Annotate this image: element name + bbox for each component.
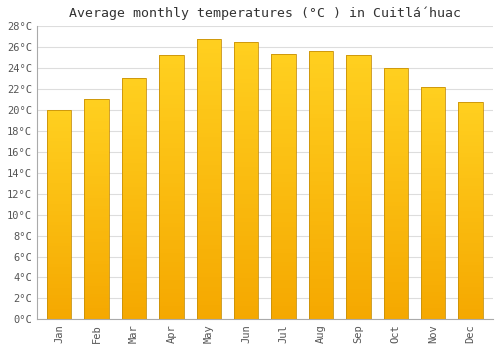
Bar bbox=[196, 40, 221, 320]
Bar bbox=[84, 99, 109, 320]
Title: Average monthly temperatures (°C ) in Cuitlá́huac: Average monthly temperatures (°C ) in Cu… bbox=[69, 7, 461, 20]
Bar bbox=[47, 110, 72, 320]
Bar bbox=[122, 78, 146, 320]
Bar bbox=[234, 42, 258, 320]
Bar bbox=[346, 55, 370, 320]
Bar bbox=[309, 51, 333, 320]
Bar bbox=[458, 102, 483, 320]
Bar bbox=[160, 55, 184, 320]
Bar bbox=[421, 86, 446, 320]
Bar bbox=[384, 68, 408, 320]
Bar bbox=[272, 54, 296, 320]
